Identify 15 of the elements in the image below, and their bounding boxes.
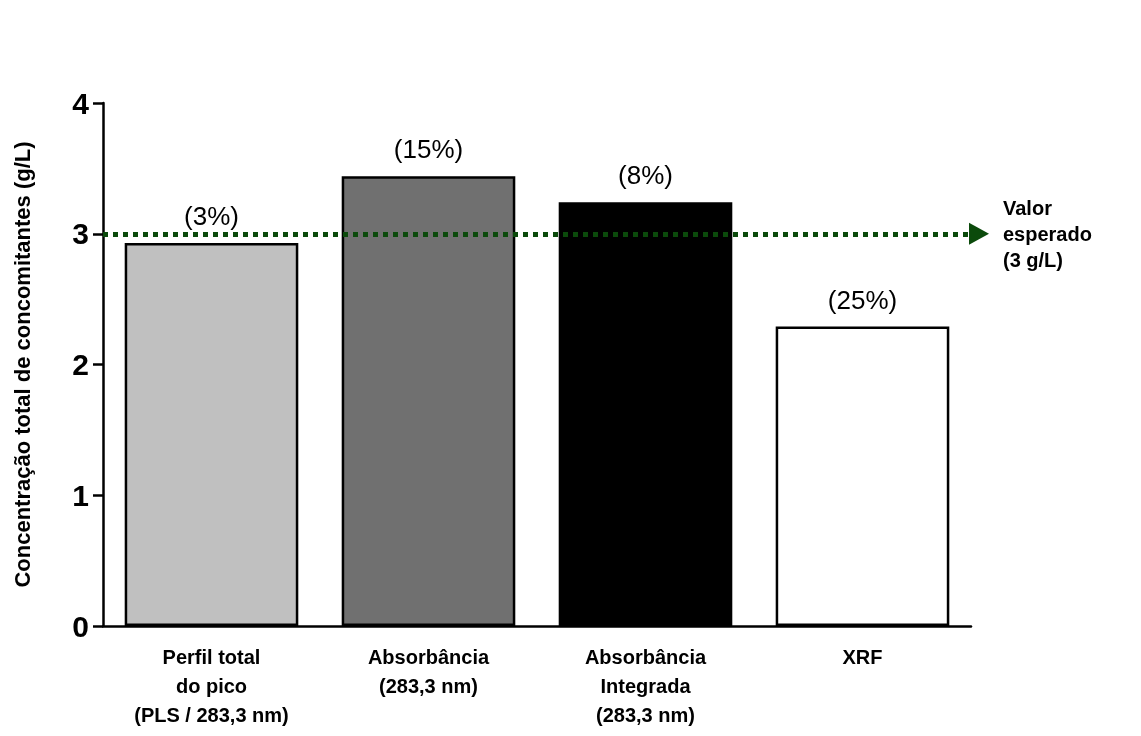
y-tick-label: 4 <box>72 86 90 120</box>
annotation: (15%) <box>393 134 464 165</box>
annotation: (25%) <box>827 284 898 315</box>
ref-line-label: Valor esperado (3 g/L) <box>1003 196 1092 271</box>
annotation: (8%) <box>618 160 673 191</box>
y-tick-label: 2 <box>72 348 89 381</box>
y-tick-label: 3 <box>72 217 89 251</box>
x-tick-label: Absorbância Integrada (283,3 nm) <box>584 645 707 726</box>
x-tick-label: XRF <box>842 645 883 668</box>
y-tick-label: 0 <box>72 609 89 643</box>
x-tick-label: Absorbância (283,3 nm) <box>367 645 490 697</box>
y-tick-label: 1 <box>72 478 89 512</box>
y-axis-title: Concentração total de concomitantes (g/L) <box>9 141 35 588</box>
annotation: (3%) <box>184 200 239 231</box>
x-tick-label: Perfil total do pico (PLS / 283,3 nm) <box>134 645 289 726</box>
